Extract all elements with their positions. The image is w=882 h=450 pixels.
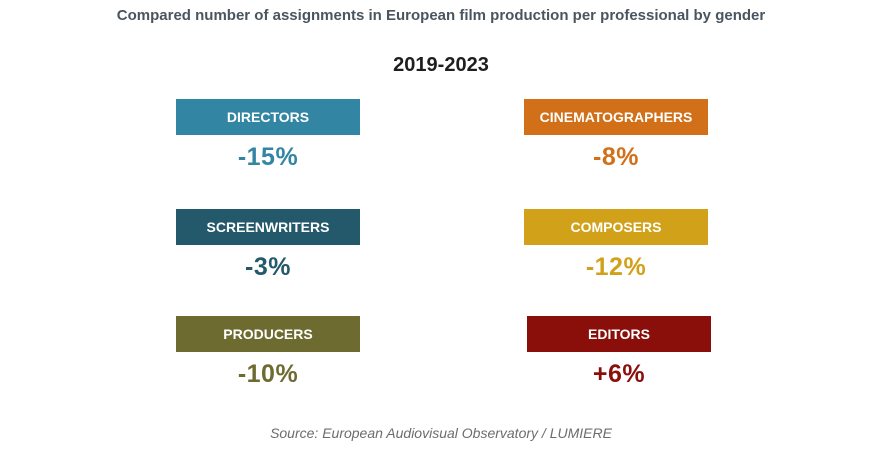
card-label: COMPOSERS bbox=[524, 209, 708, 245]
card-label: PRODUCERS bbox=[176, 316, 360, 352]
card-editors: EDITORS +6% bbox=[527, 316, 711, 389]
card-value: -8% bbox=[593, 143, 639, 171]
card-label: CINEMATOGRAPHERS bbox=[524, 99, 708, 135]
card-cinematographers: CINEMATOGRAPHERS -8% bbox=[524, 99, 708, 172]
card-composers: COMPOSERS -12% bbox=[524, 209, 708, 282]
card-value: -15% bbox=[237, 143, 299, 171]
card-value: -12% bbox=[585, 253, 647, 281]
card-producers: PRODUCERS -10% bbox=[176, 316, 360, 389]
card-label: DIRECTORS bbox=[176, 99, 360, 135]
source-note: Source: European Audiovisual Observatory… bbox=[270, 425, 612, 441]
card-value: +6% bbox=[592, 360, 646, 388]
card-directors: DIRECTORS -15% bbox=[176, 99, 360, 172]
card-value: -3% bbox=[245, 253, 291, 281]
period-label: 2019-2023 bbox=[393, 54, 489, 76]
card-value: -10% bbox=[237, 360, 299, 388]
card-label: SCREENWRITERS bbox=[176, 209, 360, 245]
card-screenwriters: SCREENWRITERS -3% bbox=[176, 209, 360, 282]
chart-title: Compared number of assignments in Europe… bbox=[116, 7, 766, 24]
card-label: EDITORS bbox=[527, 316, 711, 352]
